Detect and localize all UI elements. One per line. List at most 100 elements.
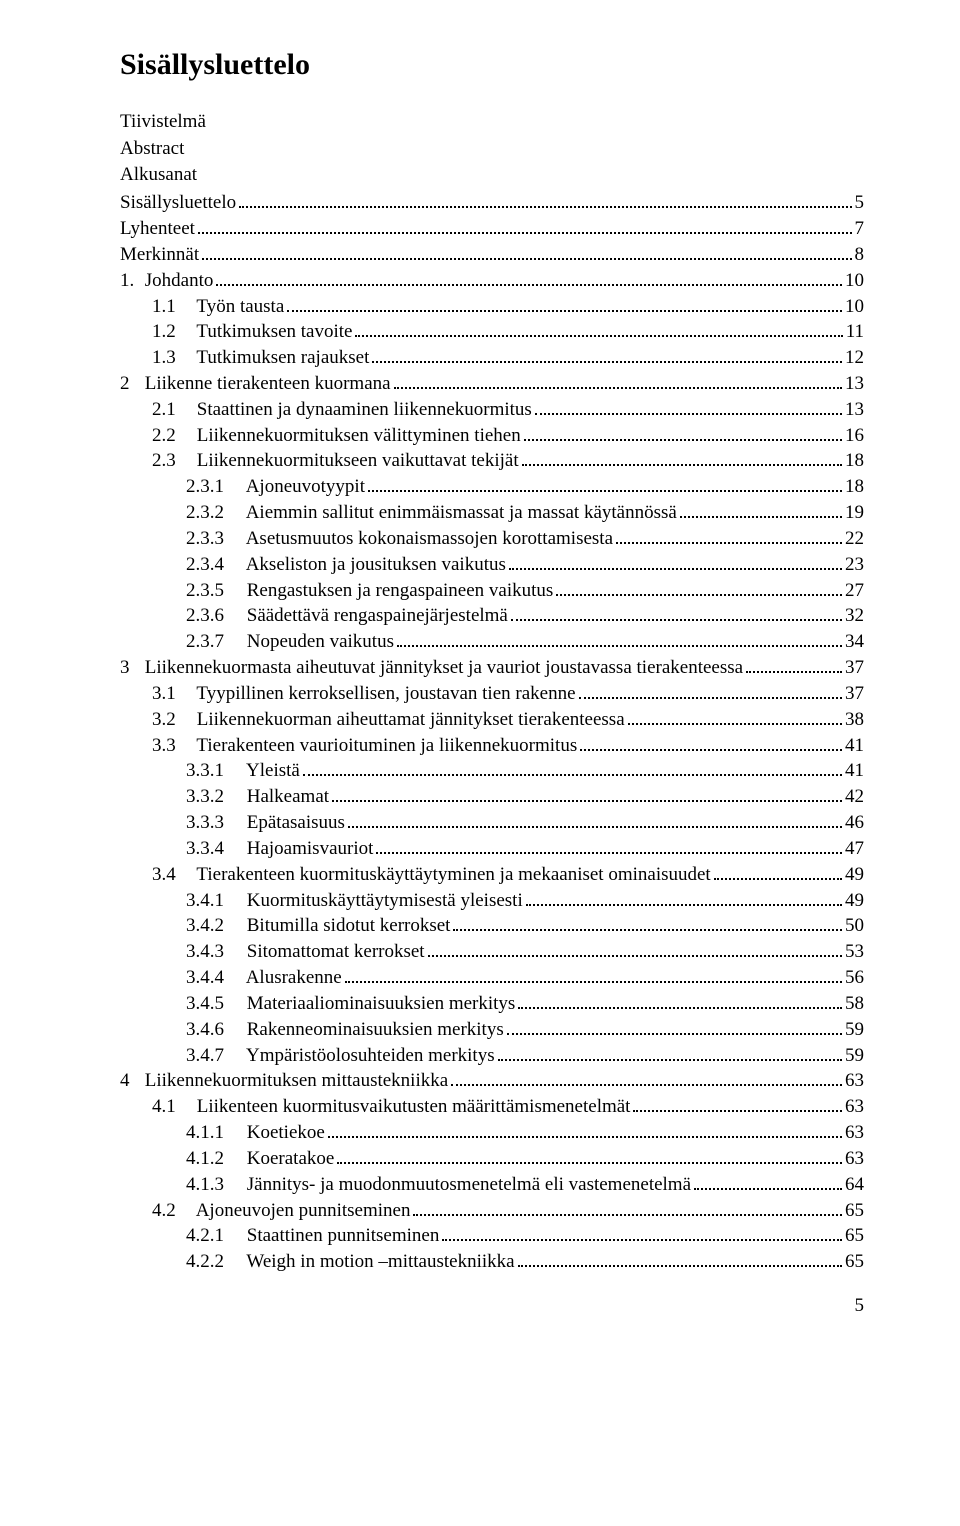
toc-text: Tierakenteen vaurioituminen ja liikennek…	[196, 735, 577, 756]
toc-leader-dots	[428, 939, 842, 957]
toc-leader-dots	[453, 913, 842, 931]
toc-text: Koetiekoe	[247, 1122, 325, 1143]
toc-label: 3.3.4 Hajoamisvauriot	[186, 837, 373, 862]
toc-label: 3.2 Liikennekuorman aiheuttamat jännityk…	[152, 708, 625, 733]
toc-page: 18	[845, 449, 864, 474]
toc-page: 38	[845, 708, 864, 733]
toc-row: 1. Johdanto10	[120, 268, 864, 294]
toc-row: 1.3 Tutkimuksen rajaukset12	[120, 345, 864, 371]
toc-num: 2.3.5	[186, 579, 242, 604]
toc-label: 2 Liikenne tierakenteen kuormana	[120, 372, 391, 397]
toc-row: 4 Liikennekuormituksen mittaustekniikka6…	[120, 1068, 864, 1094]
toc-num: 3.4.1	[186, 889, 242, 914]
toc-leader-dots	[442, 1223, 842, 1241]
toc-label: 3.3.1 Yleistä	[186, 759, 300, 784]
toc-leader-dots	[239, 190, 851, 208]
toc-label: 1. Johdanto	[120, 269, 213, 294]
toc-text: Nopeuden vaikutus	[247, 631, 394, 652]
toc-row: 4.2.2 Weigh in motion –mittaustekniikka6…	[120, 1249, 864, 1275]
toc-num: 2.3.7	[186, 630, 242, 655]
toc-row: 3.3.2 Halkeamat 42	[120, 784, 864, 810]
toc-label: 3.4.1 Kuormituskäyttäytymisestä yleisest…	[186, 889, 523, 914]
toc-page: 19	[845, 501, 864, 526]
toc-page: 59	[845, 1018, 864, 1043]
toc-text: Ajoneuvotyypit	[246, 476, 365, 497]
toc-label: 2.2 Liikennekuormituksen välittyminen ti…	[152, 424, 521, 449]
toc-label: 2.3.4 Akseliston ja jousituksen vaikutus	[186, 553, 506, 578]
toc-row: 4.2 Ajoneuvojen punnitseminen65	[120, 1197, 864, 1223]
toc-label: Lyhenteet	[120, 217, 195, 242]
toc-row: 3.2 Liikennekuorman aiheuttamat jännityk…	[120, 707, 864, 733]
front-matter-item: Alkusanat	[120, 163, 864, 188]
toc-num: 3.4.3	[186, 940, 242, 965]
toc-num: 2.3.1	[186, 475, 242, 500]
toc-text: Tierakenteen kuormituskäyttäytyminen ja …	[196, 864, 710, 885]
toc-text: Kuormituskäyttäytymisestä yleisesti	[247, 890, 523, 911]
toc-num: 3.3.1	[186, 759, 242, 784]
toc-row: Lyhenteet 7	[120, 216, 864, 242]
toc-num: 3.2	[152, 708, 192, 733]
toc-text: Sitomattomat kerrokset	[247, 941, 425, 962]
toc-page: 8	[855, 243, 865, 268]
toc-row: 1.2 Tutkimuksen tavoite11	[120, 319, 864, 345]
toc-page: 37	[845, 656, 864, 681]
toc-row: 4.1 Liikenteen kuormitusvaikutusten määr…	[120, 1094, 864, 1120]
toc-num: 3.3.3	[186, 811, 242, 836]
toc-leader-dots	[413, 1197, 842, 1215]
toc-num: 2	[120, 372, 140, 397]
toc-leader-dots	[397, 629, 842, 647]
toc-label: 4.2 Ajoneuvojen punnitseminen	[152, 1199, 410, 1224]
toc-row: 2.3.7 Nopeuden vaikutus34	[120, 629, 864, 655]
toc-text: Työn tausta	[196, 296, 284, 317]
toc-num: 4	[120, 1069, 140, 1094]
toc-num: 2.3.2	[186, 501, 242, 526]
toc-leader-dots	[348, 810, 842, 828]
toc-page: 65	[845, 1224, 864, 1249]
toc-leader-dots	[526, 887, 842, 905]
toc-label: 4.2.1 Staattinen punnitseminen	[186, 1224, 439, 1249]
toc-text: Weigh in motion –mittaustekniikka	[246, 1251, 514, 1272]
toc-page: 59	[845, 1044, 864, 1069]
toc-page: 23	[845, 553, 864, 578]
toc-num: 2.3	[152, 449, 192, 474]
toc-leader-dots	[518, 991, 842, 1009]
toc-num: 4.1.1	[186, 1121, 242, 1146]
toc-label: 3.4.7 Ympäristöolosuhteiden merkitys	[186, 1044, 495, 1069]
toc-text: Koeratakoe	[247, 1148, 335, 1169]
toc-row: 3.4.6 Rakenneominaisuuksien merkitys59	[120, 1017, 864, 1043]
toc-label: 3.3.2 Halkeamat	[186, 785, 329, 810]
toc-page: 49	[845, 889, 864, 914]
toc-label: 1.1 Työn tausta	[152, 295, 284, 320]
toc-num: 2.2	[152, 424, 192, 449]
toc-page: 41	[845, 759, 864, 784]
toc-text: Yleistä	[246, 760, 300, 781]
toc-text: Liikennekuormituksen mittaustekniikka	[145, 1070, 448, 1091]
toc-page: 7	[855, 217, 865, 242]
toc-label: 3.3.3 Epätasaisuus	[186, 811, 345, 836]
toc-row: 2.3 Liikennekuormitukseen vaikuttavat te…	[120, 448, 864, 474]
toc-leader-dots	[451, 1068, 842, 1086]
toc-label: 4.2.2 Weigh in motion –mittaustekniikka	[186, 1250, 515, 1275]
toc-text: Lyhenteet	[120, 218, 195, 239]
toc-num: 3.4.7	[186, 1044, 242, 1069]
toc-num: 1.	[120, 269, 140, 294]
toc-page: 42	[845, 785, 864, 810]
toc-page: 63	[845, 1095, 864, 1120]
toc-page: 53	[845, 940, 864, 965]
toc-leader-dots	[372, 345, 842, 363]
toc-text: Liikennekuormituksen välittyminen tiehen	[197, 425, 521, 446]
toc-text: Liikennekuormitukseen vaikuttavat tekijä…	[197, 450, 519, 471]
toc-page: 63	[845, 1121, 864, 1146]
toc-label: 2.3.6 Säädettävä rengaspainejärjestelmä	[186, 604, 508, 629]
toc-leader-dots	[511, 603, 842, 621]
toc-page: 18	[845, 475, 864, 500]
toc-leader-dots	[198, 216, 852, 234]
toc-page: 27	[845, 579, 864, 604]
toc-leader-dots	[746, 655, 842, 673]
toc-num: 3.3.2	[186, 785, 242, 810]
toc-page: 32	[845, 604, 864, 629]
toc-label: 2.3.7 Nopeuden vaikutus	[186, 630, 394, 655]
toc-text: Liikenteen kuormitusvaikutusten määrittä…	[197, 1096, 631, 1117]
toc-leader-dots	[507, 1017, 842, 1035]
toc-leader-dots	[556, 577, 842, 595]
